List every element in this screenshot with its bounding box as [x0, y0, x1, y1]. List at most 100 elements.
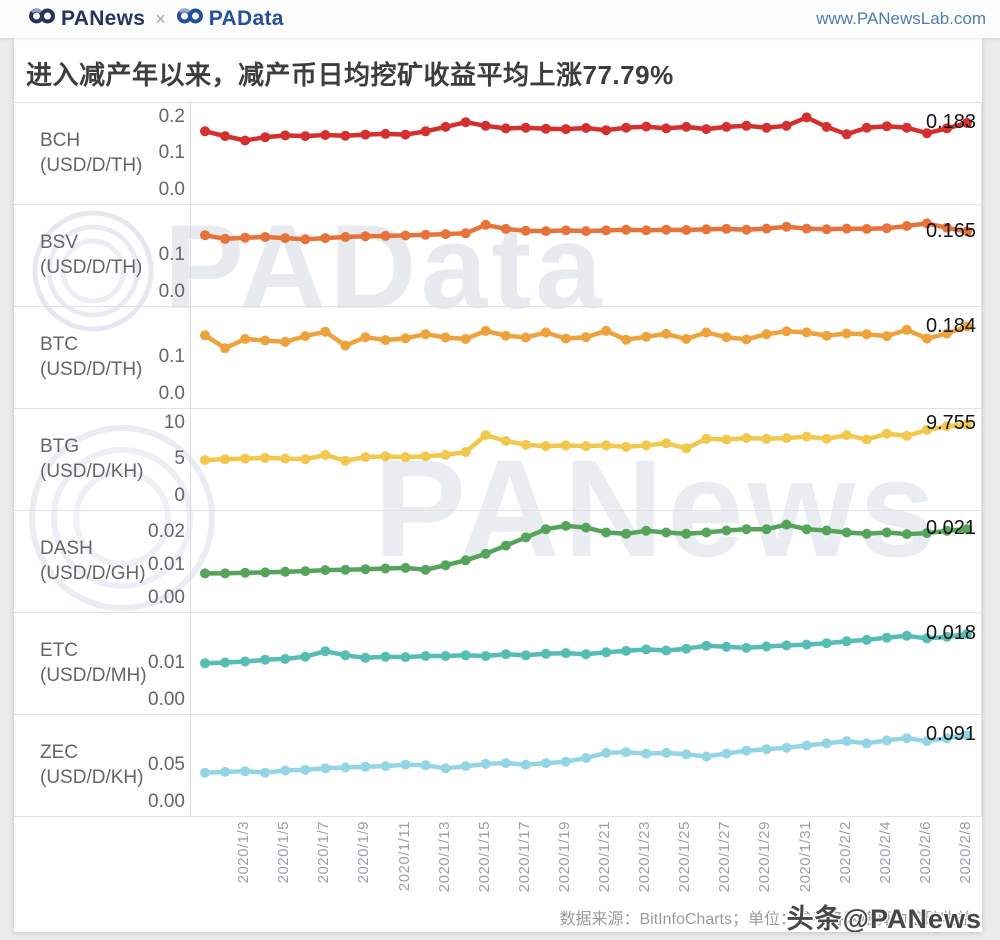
y-tick-label: 0.01 [148, 652, 185, 674]
data-point-marker [340, 232, 351, 242]
data-point-marker [661, 645, 672, 656]
data-point-marker [681, 643, 692, 654]
panel-label: BSV (USD/D/TH) [40, 231, 143, 278]
data-point-marker [601, 527, 612, 538]
data-point-marker [741, 433, 752, 444]
chart-panel-btc: BTC (USD/D/TH) 0.1 0.0 0.184 [14, 307, 982, 409]
data-point-marker [560, 756, 571, 767]
logo-separator: × [155, 8, 166, 29]
data-point-marker [560, 124, 571, 135]
data-point-marker [320, 130, 331, 140]
data-point-marker [921, 633, 932, 644]
data-point-marker [260, 232, 271, 242]
data-point-marker [681, 528, 692, 539]
data-point-marker [681, 334, 692, 344]
data-point-marker [420, 564, 431, 575]
data-point-marker [821, 433, 832, 444]
line-chart [200, 218, 972, 245]
data-point-marker [420, 229, 431, 240]
data-point-marker [781, 742, 792, 753]
data-point-marker [240, 656, 251, 667]
data-point-marker [621, 334, 632, 345]
data-point-marker [581, 332, 591, 343]
data-point-marker [200, 767, 210, 778]
data-point-marker [260, 335, 271, 346]
data-point-marker [360, 332, 371, 343]
y-tick-label: 0.05 [148, 754, 185, 776]
data-point-marker [220, 766, 231, 777]
plot-area: 0.021 [190, 511, 982, 612]
y-tick-label: 0.0 [158, 179, 185, 200]
data-point-marker [821, 738, 832, 749]
line-chart [200, 519, 972, 579]
x-tick-label: 2020/1/7 [315, 821, 333, 884]
x-axis: 2020/1/3 2020/1/5 2020/1/7 2020/1/9 2020/1/1… [14, 817, 982, 901]
data-point-marker [781, 433, 792, 444]
data-point-marker [962, 629, 972, 639]
data-point-marker [360, 129, 371, 140]
data-point-marker [560, 333, 571, 344]
data-point-marker [921, 736, 932, 747]
data-point-marker [260, 132, 271, 143]
data-point-marker [941, 222, 952, 233]
data-point-marker [621, 122, 632, 133]
data-point-marker [380, 128, 391, 139]
data-point-marker [841, 430, 852, 441]
data-point-marker [480, 430, 491, 441]
data-point-marker [861, 738, 872, 749]
line-chart [200, 419, 972, 466]
data-point-marker [621, 645, 632, 656]
data-point-marker [440, 449, 451, 460]
data-point-marker [641, 331, 652, 342]
data-point-marker [701, 327, 712, 338]
data-point-marker [320, 326, 331, 337]
y-tick-label: 0.0 [158, 383, 185, 404]
y-tick-label: 0.01 [148, 554, 185, 576]
data-point-marker [721, 121, 732, 132]
chart-panel-btg: BTG (USD/D/KH) 10 5 0 9.755 [14, 409, 982, 511]
data-point-marker [440, 651, 451, 661]
x-tick-label: 2020/1/19 [555, 821, 573, 893]
data-point-marker [260, 654, 271, 665]
data-point-marker [540, 327, 551, 338]
data-point-marker [701, 527, 712, 538]
data-point-marker [440, 560, 451, 571]
plot-area: 9.755 [190, 409, 982, 510]
y-axis-ticks: 10 5 0 [132, 409, 190, 510]
data-point-marker [560, 520, 571, 531]
data-point-marker [601, 747, 612, 758]
data-point-marker [400, 652, 411, 663]
x-tick-label: 2020/1/29 [756, 821, 774, 893]
data-point-marker [601, 125, 612, 136]
data-point-marker [360, 231, 371, 242]
x-tick-label: 2020/1/25 [676, 821, 694, 893]
data-point-marker [801, 431, 812, 442]
x-tick-label: 2020/2/4 [876, 821, 894, 884]
chart-card: PAData PANews 进入减产年以来，减产币日均挖矿收益平均上涨77.79… [14, 38, 982, 932]
data-point-marker [260, 567, 271, 578]
data-point-marker [962, 419, 972, 430]
data-point-marker [420, 760, 431, 771]
data-point-marker [721, 434, 732, 445]
data-point-marker [962, 321, 972, 332]
data-point-marker [460, 334, 471, 344]
data-point-marker [440, 763, 451, 774]
data-point-marker [460, 228, 471, 239]
data-point-marker [220, 343, 231, 354]
data-point-marker [681, 443, 692, 454]
data-point-marker [941, 733, 952, 744]
data-point-marker [821, 121, 832, 132]
panel-label: ZEC (USD/D/KH) [40, 741, 144, 788]
data-point-marker [560, 225, 571, 236]
footer: 数据来源：BitInfoCharts；单位：参考各网络算力挖矿收益 头条@PAN… [14, 904, 982, 932]
x-tick-label: 2020/1/21 [596, 821, 614, 893]
data-point-marker [761, 122, 772, 133]
panel-label: BCH (USD/D/TH) [40, 129, 143, 176]
data-point-marker [901, 324, 912, 335]
data-point-marker [540, 123, 551, 134]
data-point-marker [641, 225, 652, 236]
data-point-marker [641, 121, 652, 132]
panel-label: ETC (USD/D/MH) [40, 639, 147, 686]
data-point-marker [400, 230, 411, 241]
data-point-marker [560, 440, 571, 451]
